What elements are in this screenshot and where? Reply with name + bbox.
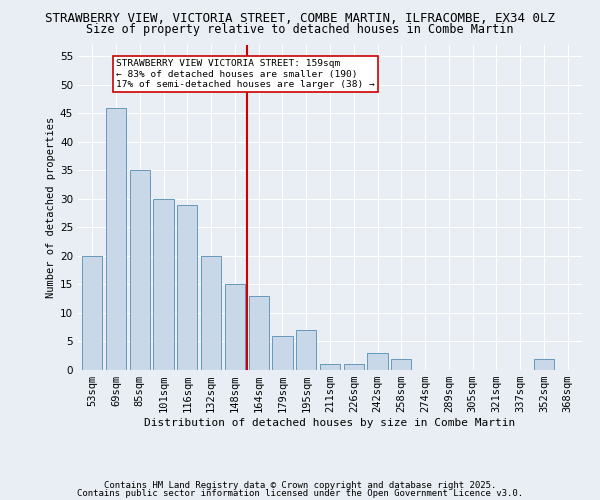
Bar — [367, 353, 388, 370]
Bar — [154, 199, 173, 370]
Bar — [344, 364, 364, 370]
Text: STRAWBERRY VIEW, VICTORIA STREET, COMBE MARTIN, ILFRACOMBE, EX34 0LZ: STRAWBERRY VIEW, VICTORIA STREET, COMBE … — [45, 12, 555, 26]
Bar — [225, 284, 245, 370]
Text: Size of property relative to detached houses in Combe Martin: Size of property relative to detached ho… — [86, 22, 514, 36]
Bar — [201, 256, 221, 370]
Bar — [248, 296, 269, 370]
Y-axis label: Number of detached properties: Number of detached properties — [46, 117, 56, 298]
X-axis label: Distribution of detached houses by size in Combe Martin: Distribution of detached houses by size … — [145, 418, 515, 428]
Bar — [177, 204, 197, 370]
Text: STRAWBERRY VIEW VICTORIA STREET: 159sqm
← 83% of detached houses are smaller (19: STRAWBERRY VIEW VICTORIA STREET: 159sqm … — [116, 60, 375, 89]
Text: Contains HM Land Registry data © Crown copyright and database right 2025.: Contains HM Land Registry data © Crown c… — [104, 480, 496, 490]
Bar — [320, 364, 340, 370]
Bar — [296, 330, 316, 370]
Bar — [82, 256, 103, 370]
Bar — [391, 358, 412, 370]
Bar — [534, 358, 554, 370]
Bar — [106, 108, 126, 370]
Text: Contains public sector information licensed under the Open Government Licence v3: Contains public sector information licen… — [77, 488, 523, 498]
Bar — [130, 170, 150, 370]
Bar — [272, 336, 293, 370]
